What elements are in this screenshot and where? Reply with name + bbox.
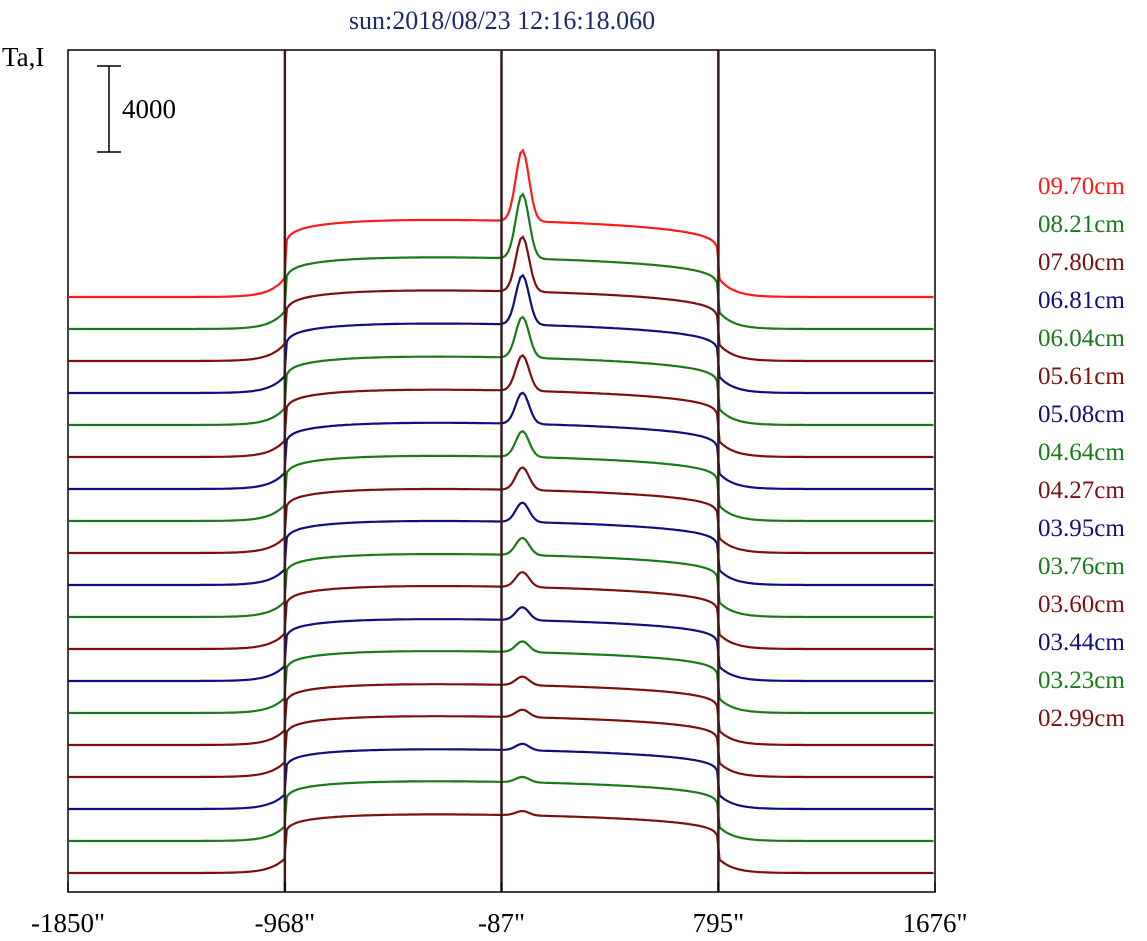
- legend-entry-13: 03.44cm: [1038, 629, 1125, 656]
- legend-entry-15: 02.99cm: [1038, 705, 1125, 732]
- scale-bar: 4000: [97, 65, 176, 153]
- legend-entry-2: 08.21cm: [1038, 211, 1125, 238]
- vertical-markers: [283, 50, 720, 892]
- x-tick-label-2: -968": [255, 908, 316, 938]
- legend-entry-9: 04.27cm: [1038, 477, 1125, 504]
- legend-entry-10: 03.95cm: [1038, 515, 1125, 542]
- legend-entry-14: 03.23cm: [1038, 667, 1125, 694]
- legend: 09.70cm 08.21cm 07.80cm 06.81cm 06.04cm 05.61…: [1038, 173, 1125, 732]
- legend-entry-8: 04.64cm: [1038, 439, 1125, 466]
- x-tick-label-5: 1676": [902, 908, 967, 938]
- legend-entry-7: 05.08cm: [1038, 401, 1125, 428]
- legend-entry-6: 05.61cm: [1038, 363, 1125, 390]
- legend-entry-12: 03.60cm: [1038, 591, 1125, 618]
- legend-entry-1: 09.70cm: [1038, 173, 1125, 200]
- x-tick-label-3: -87": [478, 908, 525, 938]
- x-axis-ticks: -1850" -968" -87" 795" 1676": [31, 882, 968, 938]
- chart-title: sun:2018/08/23 12:16:18.060: [349, 6, 655, 35]
- legend-entry-5: 06.04cm: [1038, 325, 1125, 352]
- x-tick-label-1: -1850": [31, 908, 105, 938]
- y-axis-label: Ta,I: [2, 42, 44, 72]
- legend-entry-4: 06.81cm: [1038, 287, 1125, 314]
- legend-entry-11: 03.76cm: [1038, 553, 1125, 580]
- x-tick-label-4: 795": [693, 908, 745, 938]
- scale-bar-label: 4000: [122, 94, 176, 124]
- legend-entry-3: 07.80cm: [1038, 249, 1125, 276]
